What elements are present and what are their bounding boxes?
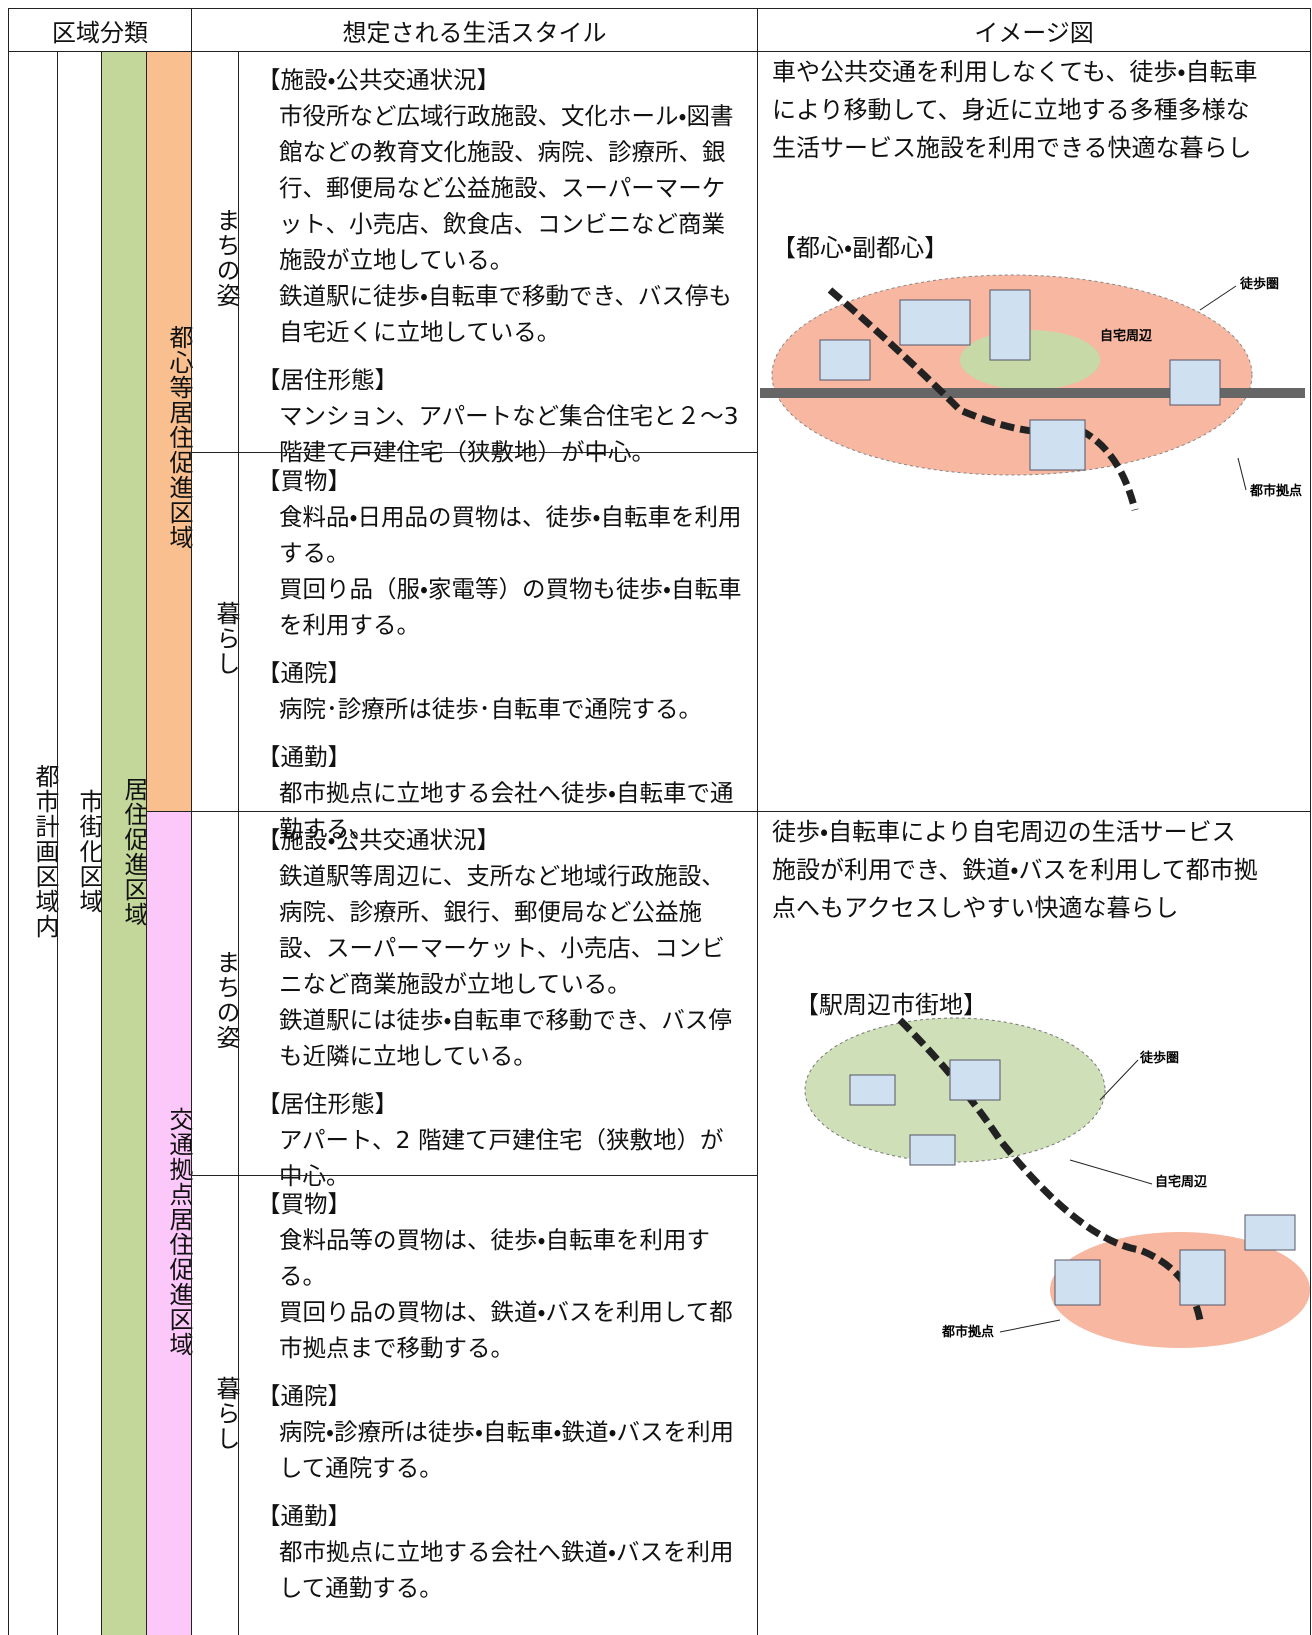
item-heading: 【通勤】 [257,743,351,771]
item: 【通院】病院･診療所は徒歩･自転車で通院する。 [257,655,743,727]
lifestyle-cell: 【施設・公共交通状況】鉄道駅等周辺に、支所など地域行政施設、病院、診療所、銀行、… [238,811,758,1190]
image-caption: 【駅周辺市街地】 [795,991,987,1019]
item: 【買物】食料品・日用品の買物は、徒歩・自転車を利用する。 買回り品（服・家電等）の… [257,463,743,643]
image-caption: 【都心・副都心】 [772,234,949,262]
item-text: 買回り品（服・家電等）の買物も徒歩・自転車を利用する。 [279,575,742,639]
item-heading: 【施設・公共交通状況】 [257,826,500,854]
header-cell: 区域分類 [8,8,192,52]
image-description: 徒歩・自転車により自宅周辺の生活サービス施設が利用でき、鉄道・バスを利用して都市… [772,818,1258,922]
item: 【施設・公共交通状況】鉄道駅等周辺に、支所など地域行政施設、病院、診療所、銀行、… [257,822,743,1074]
item: 【買物】食料品等の買物は、徒歩・自転車を利用する。 買回り品の買物は、鉄道・バスを… [257,1186,743,1366]
item: 【施設・公共交通状況】市役所など広域行政施設、文化ホール・図書館などの教育文化施… [257,62,743,350]
zone-cell: 交通拠点居住促進区域 [146,811,193,1635]
image-description: 車や公共交通を利用しなくても、徒歩・自転車により移動して、身近に立地する多種多様… [772,58,1258,162]
item-text: 都市拠点に立地する会社へ徒歩・自転車で通勤する。 [279,779,734,843]
item: 【通勤】都市拠点に立地する会社へ徒歩・自転車で通勤する。 [257,739,743,847]
item-heading: 【買物】 [257,467,351,495]
header-cell: イメージ図 [757,8,1311,52]
item: 【通勤】都市拠点に立地する会社へ鉄道・バスを利用して通勤する。 [257,1498,743,1606]
item-heading: 【通院】 [257,1382,351,1410]
item-text: 鉄道駅に徒歩・自転車で移動でき、バス停も自宅近くに立地している。 [279,282,732,346]
item-text: 都市拠点に立地する会社へ鉄道・バスを利用して通勤する。 [279,1538,734,1602]
item-text: 食料品等の買物は、徒歩・自転車を利用する。 [279,1226,710,1290]
aspect-cell: まちの姿 [191,811,240,1176]
zone-cell: 都心等居住促進区域 [146,51,193,812]
header-cell: 想定される生活スタイル [191,8,758,52]
item-heading: 【居住形態】 [257,1090,398,1118]
item: 【通院】病院・診療所は徒歩・自転車・鉄道・バスを利用して通院する。 [257,1378,743,1486]
item-text: 病院・診療所は徒歩・自転車・鉄道・バスを利用して通院する。 [279,1418,734,1482]
lifestyle-cell: 【施設・公共交通状況】市役所など広域行政施設、文化ホール・図書館などの教育文化施… [238,51,758,466]
classification-cell: 居住促進区域 [101,51,148,1635]
image-cell [757,811,1311,1635]
item-heading: 【居住形態】 [257,366,398,394]
item-text: アパート、2 階建て戸建住宅（狭敷地）が中心。 [279,1126,724,1190]
classification-cell: 市街化区域 [57,51,103,1635]
aspect-cell: 暮らし [191,452,240,812]
item: 【居住形態】アパート、2 階建て戸建住宅（狭敷地）が中心。 [257,1086,743,1194]
item-heading: 【通勤】 [257,1502,351,1530]
aspect-cell: 暮らし [191,1175,240,1635]
lifestyle-cell: 【買物】食料品・日用品の買物は、徒歩・自転車を利用する。 買回り品（服・家電等）の… [238,452,758,843]
item-heading: 【通院】 [257,659,351,687]
lifestyle-cell: 【買物】食料品等の買物は、徒歩・自転車を利用する。 買回り品の買物は、鉄道・バスを… [238,1175,758,1635]
item-text: 鉄道駅には徒歩・自転車で移動でき、バス停も近隣に立地している。 [279,1006,732,1070]
item-heading: 【買物】 [257,1190,351,1218]
item-text: 食料品・日用品の買物は、徒歩・自転車を利用する。 [279,503,742,567]
item-text: 病院･診療所は徒歩･自転車で通院する。 [279,695,702,723]
classification-cell: 都市計画区域内 [8,51,59,1635]
item-heading: 【施設・公共交通状況】 [257,66,500,94]
item-text: 鉄道駅等周辺に、支所など地域行政施設、病院、診療所、銀行、郵便局など公益施設、ス… [279,862,725,998]
item-text: 買回り品の買物は、鉄道・バスを利用して都市拠点まで移動する。 [279,1298,733,1362]
aspect-cell: まちの姿 [191,51,240,453]
item-text: 市役所など広域行政施設、文化ホール・図書館などの教育文化施設、病院、診療所、銀行… [279,102,734,274]
